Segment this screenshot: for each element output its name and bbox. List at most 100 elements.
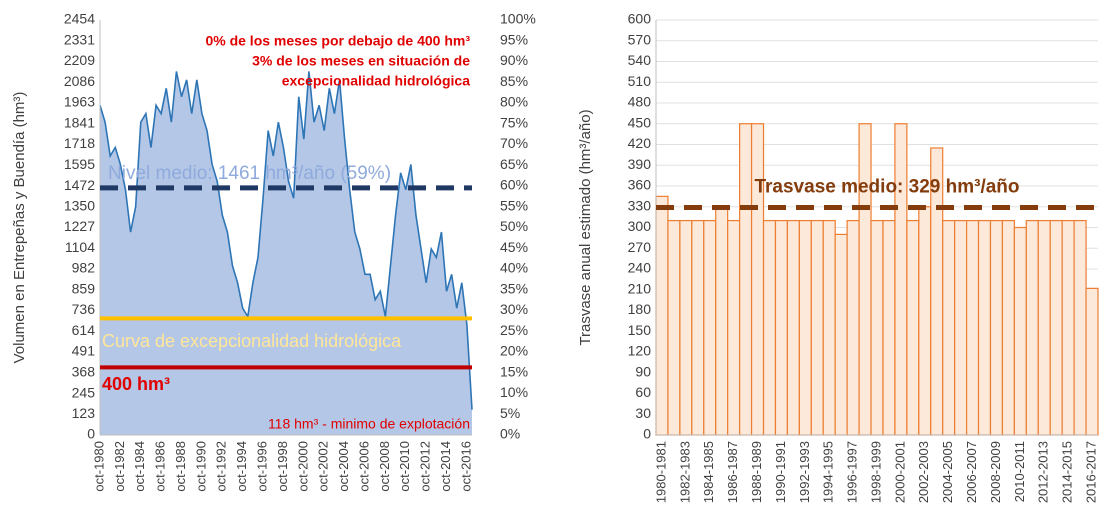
y-tick-label: 2331	[64, 32, 95, 48]
x-tick-label: 2014-2015	[1060, 441, 1075, 503]
y-tick-label: 0	[87, 426, 95, 442]
y-tick-label: 736	[72, 301, 96, 317]
x-tick-label: oct-2014	[438, 441, 453, 492]
bar	[786, 219, 800, 436]
reference-label: 400 hm³	[102, 374, 170, 394]
bar	[679, 219, 693, 436]
y-tick-label: 210	[628, 280, 652, 296]
x-tick-label: 1998-1999	[868, 441, 883, 503]
y2-tick-label: 45%	[500, 239, 528, 255]
x-tick-label: 2016-2017	[1083, 441, 1098, 503]
y2-tick-label: 0%	[500, 426, 520, 442]
bar	[977, 219, 992, 436]
bar	[1061, 219, 1075, 436]
x-tick-label: oct-1988	[173, 441, 188, 492]
annotation: 118 hm³ - minimo de explotación	[268, 416, 470, 432]
y-tick-label: 1350	[64, 197, 95, 213]
x-tick-label: 1990-1991	[773, 441, 788, 503]
x-tick-label: oct-2004	[336, 441, 351, 492]
bar	[727, 219, 741, 436]
x-tick-label: oct-2006	[356, 441, 371, 492]
y-axis-title: Volumen en Entrepeñas y Buendía (hm³)	[11, 92, 28, 364]
y2-tick-label: 60%	[500, 177, 528, 193]
y-tick-label: 180	[628, 301, 652, 317]
bar	[774, 219, 789, 436]
y2-tick-label: 55%	[500, 197, 528, 213]
y-tick-label: 420	[628, 135, 652, 151]
y-tick-label: 60	[635, 384, 651, 400]
bar	[1037, 219, 1051, 436]
x-tick-label: 2002-2003	[916, 441, 931, 503]
y2-tick-label: 95%	[500, 31, 528, 47]
x-tick-label: oct-1996	[255, 441, 270, 492]
y2-tick-label: 70%	[500, 135, 528, 151]
y2-tick-label: 65%	[500, 156, 528, 172]
y2-tick-label: 20%	[500, 343, 528, 359]
y2-tick-label: 10%	[500, 384, 528, 400]
bar	[739, 123, 753, 436]
bar	[894, 123, 908, 436]
bar	[1073, 219, 1087, 436]
y-tick-label: 480	[628, 94, 652, 110]
y2-tick-label: 25%	[500, 322, 528, 338]
x-tick-label: oct-2012	[418, 441, 433, 492]
y2-tick-label: 35%	[500, 280, 528, 296]
x-tick-label: 1982-1983	[677, 441, 692, 503]
x-tick-label: 2006-2007	[964, 441, 979, 503]
bar	[1049, 219, 1063, 436]
y-tick-label: 450	[628, 114, 652, 130]
x-tick-label: oct-2002	[316, 441, 331, 492]
x-tick-label: oct-1980	[91, 441, 106, 492]
y-tick-label: 600	[628, 11, 652, 27]
bar	[965, 219, 980, 436]
x-tick-label: 1980-1981	[653, 441, 668, 503]
x-tick-label: 1984-1985	[701, 441, 716, 503]
annotation: 3% de los meses en situación de	[252, 53, 470, 69]
x-tick-label: 1992-1993	[797, 441, 812, 503]
line	[99, 71, 473, 410]
y-tick-label: 1227	[64, 218, 95, 234]
bar	[954, 219, 968, 436]
annotation: excepcionalidad hidrológica	[282, 73, 470, 89]
y2-tick-label: 40%	[500, 260, 528, 276]
x-tick-label: 1986-1987	[725, 441, 740, 503]
y-tick-label: 368	[72, 363, 96, 379]
y-tick-label: 1595	[64, 156, 95, 172]
y-tick-label: 120	[628, 343, 652, 359]
y-tick-label: 0	[643, 426, 651, 442]
x-tick-label: oct-2010	[397, 441, 412, 492]
y-tick-label: 859	[72, 280, 96, 296]
y-tick-label: 982	[72, 260, 96, 276]
y-tick-label: 150	[628, 322, 652, 338]
bar	[655, 195, 669, 436]
y-tick-label: 1104	[65, 239, 95, 255]
bar	[846, 219, 860, 436]
annotation: 0% de los meses por debajo de 400 hm³	[205, 33, 470, 49]
bar	[715, 206, 729, 436]
x-tick-label: oct-1994	[234, 441, 249, 492]
bar	[882, 219, 896, 436]
y-tick-label: 2209	[64, 52, 95, 68]
y2-tick-label: 5%	[500, 405, 520, 421]
y2-tick-label: 85%	[500, 73, 528, 89]
y-tick-label: 614	[72, 322, 96, 338]
y2-tick-label: 15%	[500, 363, 528, 379]
area	[100, 71, 472, 435]
y-tick-label: 123	[72, 405, 96, 421]
y-tick-label: 510	[628, 73, 652, 89]
bar	[989, 219, 1004, 436]
y-tick-label: 1472	[64, 177, 95, 193]
y-tick-label: 1963	[64, 94, 95, 110]
bar	[1001, 219, 1015, 436]
bar	[918, 206, 932, 436]
bar	[750, 123, 765, 436]
x-tick-label: 2000-2001	[892, 441, 907, 503]
x-tick-label: 2008-2009	[988, 441, 1003, 503]
x-tick-label: oct-2008	[377, 441, 392, 492]
y-tick-label: 1841	[64, 114, 95, 130]
bar	[1025, 219, 1039, 436]
bar	[858, 123, 872, 436]
bar	[906, 219, 920, 436]
reference-label: Curva de excepcionalidad hidrológica	[102, 331, 402, 351]
